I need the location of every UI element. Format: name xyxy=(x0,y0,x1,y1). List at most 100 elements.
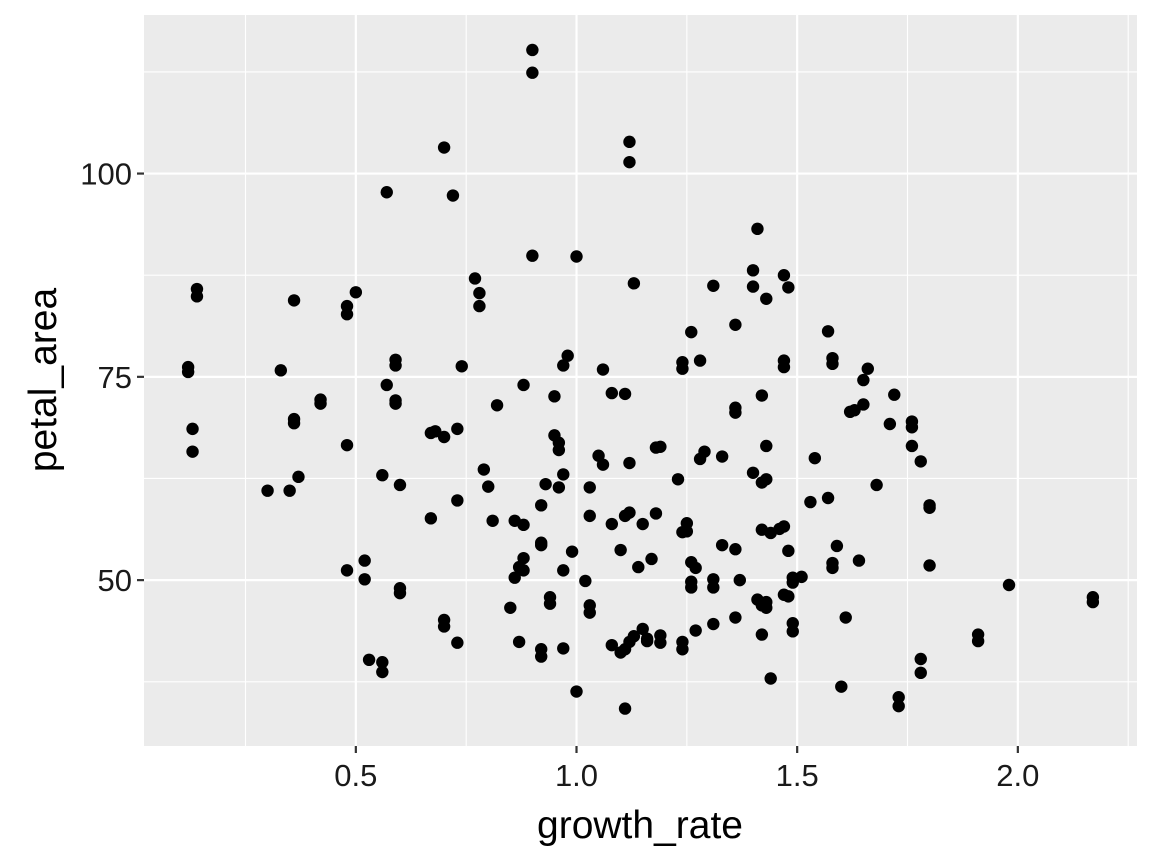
data-point xyxy=(760,439,773,453)
data-point xyxy=(826,357,839,371)
data-point xyxy=(693,354,707,367)
data-point xyxy=(340,308,354,321)
data-point xyxy=(676,643,689,656)
data-point xyxy=(685,325,698,339)
data-point xyxy=(870,478,883,492)
data-point xyxy=(623,135,636,149)
data-point xyxy=(883,417,897,431)
data-point xyxy=(888,388,901,401)
data-point xyxy=(636,517,649,531)
data-point xyxy=(707,279,720,292)
data-point xyxy=(181,365,195,379)
data-point xyxy=(782,590,795,603)
major-gridlines xyxy=(144,15,1137,746)
data-point xyxy=(640,634,654,648)
data-point xyxy=(451,636,464,649)
data-point xyxy=(486,514,499,527)
data-point xyxy=(393,478,407,492)
data-point xyxy=(693,452,707,466)
y-tick-label: 100 xyxy=(80,157,132,192)
data-point xyxy=(830,539,844,553)
data-point xyxy=(782,544,795,558)
data-point xyxy=(535,499,548,512)
data-point xyxy=(186,422,199,436)
data-point xyxy=(614,543,627,557)
data-point xyxy=(649,507,663,520)
data-point xyxy=(729,318,742,332)
data-point xyxy=(777,269,791,282)
data-point xyxy=(826,561,839,575)
data-point xyxy=(852,554,866,567)
x-axis-title: growth_rate xyxy=(537,804,743,847)
data-point xyxy=(729,406,742,419)
data-point xyxy=(760,473,773,486)
data-point xyxy=(914,455,927,468)
data-point xyxy=(782,281,795,294)
data-point xyxy=(543,597,557,610)
data-point xyxy=(451,422,464,436)
data-point xyxy=(821,491,835,505)
data-point xyxy=(389,359,402,372)
data-point xyxy=(707,617,720,631)
data-point xyxy=(839,611,852,624)
data-point xyxy=(627,630,641,643)
data-point xyxy=(557,642,570,655)
data-point xyxy=(539,477,552,491)
data-point xyxy=(579,574,592,588)
data-point xyxy=(605,638,619,652)
data-point xyxy=(393,586,407,600)
data-point xyxy=(526,66,539,79)
data-point xyxy=(760,292,773,305)
y-tick-label: 50 xyxy=(98,563,132,598)
data-point xyxy=(786,576,799,589)
data-point xyxy=(380,186,393,199)
data-point xyxy=(473,299,486,313)
x-axis: 0.5 1.0 1.5 2.0 xyxy=(334,746,1039,793)
data-point xyxy=(755,389,769,402)
data-point xyxy=(971,634,985,648)
data-point xyxy=(654,636,667,649)
data-point xyxy=(283,484,296,497)
x-tick-label: 1.5 xyxy=(776,758,819,793)
data-point xyxy=(512,635,526,649)
data-point xyxy=(808,451,822,465)
data-point xyxy=(358,554,371,567)
y-axis-title: petal_area xyxy=(22,288,65,473)
data-point xyxy=(685,581,698,594)
data-point xyxy=(565,545,579,558)
data-point xyxy=(274,364,288,377)
data-point xyxy=(671,473,685,486)
data-point xyxy=(557,359,570,372)
data-points xyxy=(181,43,1100,715)
data-point xyxy=(680,525,694,538)
data-point xyxy=(905,439,919,453)
data-point xyxy=(857,398,870,411)
minor-gridlines xyxy=(144,15,1137,746)
data-point xyxy=(376,469,389,482)
data-point xyxy=(821,325,835,338)
data-point xyxy=(645,552,658,566)
data-point xyxy=(689,561,702,575)
data-point xyxy=(437,620,451,633)
data-point xyxy=(552,443,566,457)
data-point xyxy=(340,438,354,452)
data-point xyxy=(861,362,874,375)
data-point xyxy=(605,517,619,531)
data-point xyxy=(526,249,539,262)
data-point xyxy=(804,495,817,509)
data-point xyxy=(508,571,521,584)
data-point xyxy=(517,564,530,577)
data-point xyxy=(517,378,530,392)
data-point xyxy=(596,363,610,376)
data-point xyxy=(557,468,570,481)
data-point xyxy=(561,349,574,362)
data-point xyxy=(358,573,371,586)
panel-background xyxy=(144,15,1137,746)
data-point xyxy=(632,560,645,574)
data-point xyxy=(914,652,927,666)
data-point xyxy=(605,386,619,400)
data-point xyxy=(583,606,596,619)
data-point xyxy=(190,290,204,303)
data-point xyxy=(777,520,791,533)
